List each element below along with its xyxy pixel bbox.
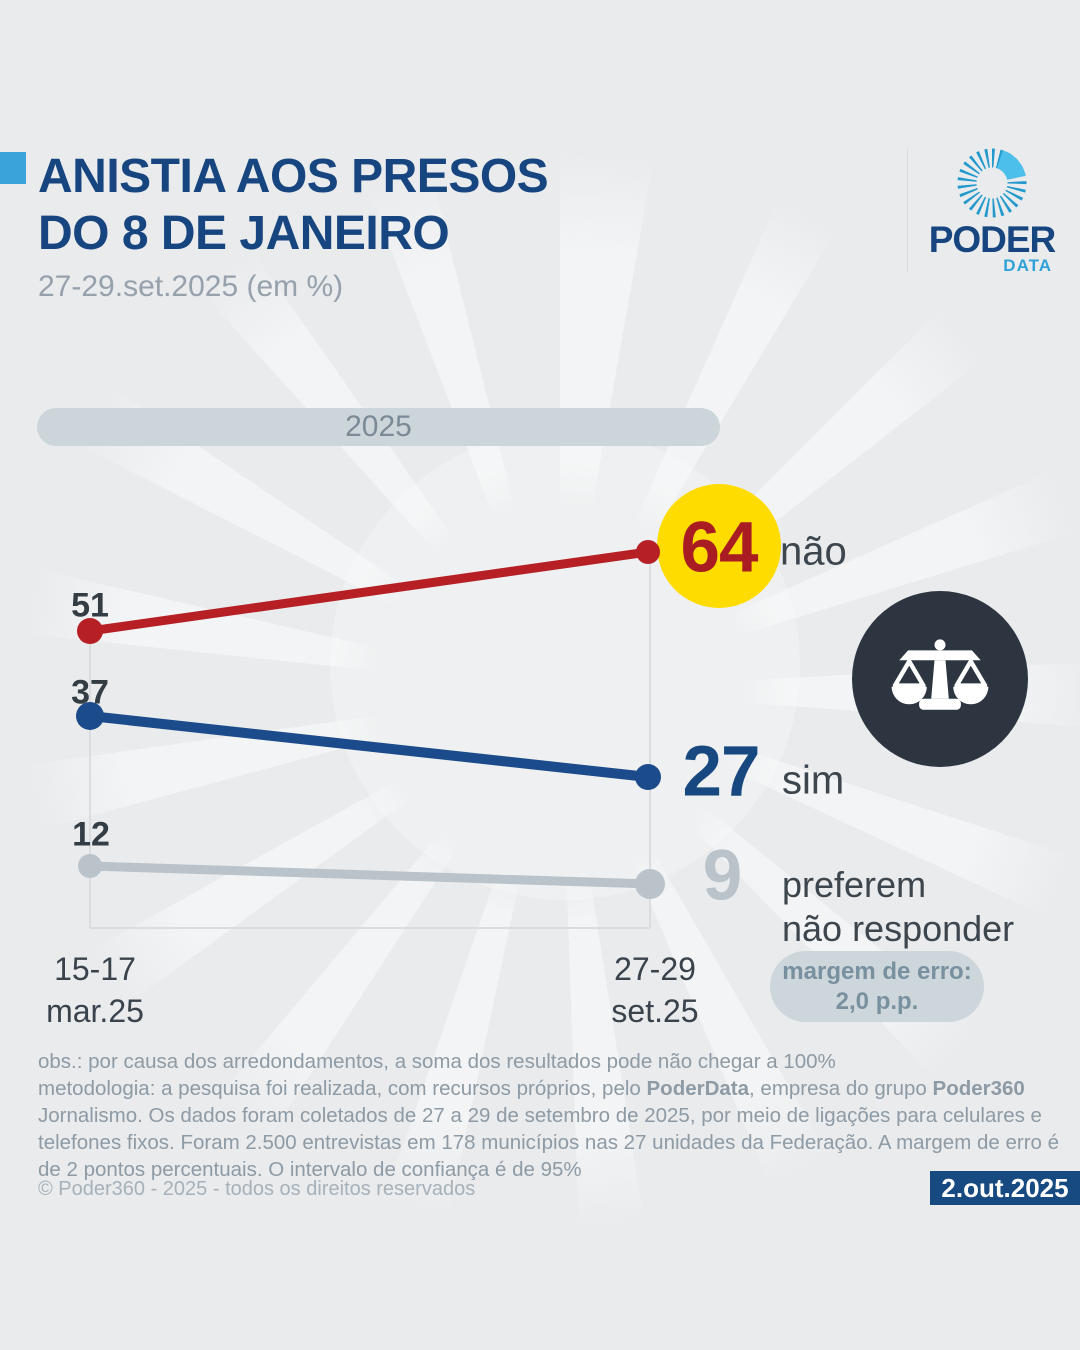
x-tick-mar25-month: mar.25 xyxy=(46,993,144,1029)
note-line-2-pre: metodologia: a pesquisa foi realizada, c… xyxy=(38,1077,647,1100)
margin-of-error-value: 2,0 p.p. xyxy=(835,987,919,1015)
value-label-nao-end: 64 xyxy=(680,508,759,588)
period-banner: 2025 xyxy=(37,408,720,446)
sim-point-end xyxy=(635,764,661,790)
nao-line xyxy=(85,547,653,636)
value-label-nao-start: 51 xyxy=(71,586,109,625)
note-poder360-bold: Poder360 xyxy=(932,1077,1025,1100)
logo-sub-text: DATA xyxy=(1003,256,1052,275)
logo-brand-text: PODER xyxy=(928,219,1057,260)
poderdata-logo: PODER DATA xyxy=(918,140,1066,274)
series-label-pnr-line2: não responder xyxy=(782,908,1015,949)
margin-of-error-pill: margem de erro: 2,0 p.p. xyxy=(770,951,984,1022)
series-label-pnr: preferem não responder xyxy=(782,863,1014,951)
page-subtitle: 27-29.set.2025 (em %) xyxy=(38,270,344,303)
x-tick-mar25: 15-17 mar.25 xyxy=(0,948,195,1032)
scales-icon xyxy=(891,639,989,710)
pnr-point-end xyxy=(635,869,665,899)
value-label-pnr-end: 9 xyxy=(702,836,742,916)
copyright-text: © Poder360 - 2025 - todos os direitos re… xyxy=(38,1178,476,1200)
note-line-5: de 2 pontos percentuais. O intervalo de … xyxy=(38,1158,582,1181)
sunburst-logo-icon xyxy=(957,148,1027,218)
value-label-pnr-start: 12 xyxy=(72,815,110,854)
publication-date-badge: 2.out.2025 xyxy=(930,1171,1080,1205)
value-label-sim-end: 27 xyxy=(682,732,761,812)
series-label-sim: sim xyxy=(782,758,845,803)
series-label-pnr-line1: preferem xyxy=(782,864,927,905)
x-tick-set25: 27-29 set.25 xyxy=(555,948,755,1032)
accent-square xyxy=(0,152,26,184)
x-tick-mar25-dates: 15-17 xyxy=(54,951,136,987)
value-label-sim-start: 37 xyxy=(71,673,109,712)
margin-of-error-label: margem de erro: xyxy=(782,957,972,985)
logo-divider xyxy=(907,148,908,272)
x-tick-set25-dates: 27-29 xyxy=(614,951,696,987)
pnr-line xyxy=(85,861,655,889)
note-line-2-mid: , empresa do grupo xyxy=(749,1077,933,1100)
page-title: ANISTIA AOS PRESOS DO 8 DE JANEIRO xyxy=(38,148,549,262)
justice-scales-badge xyxy=(852,591,1028,767)
methodology-note: obs.: por causa dos arredondamentos, a s… xyxy=(38,1048,1059,1183)
note-line-1: obs.: por causa dos arredondamentos, a s… xyxy=(38,1050,836,1073)
x-tick-set25-month: set.25 xyxy=(611,993,699,1029)
note-line-4: telefones fixos. Foram 2.500 entrevistas… xyxy=(38,1131,1060,1154)
note-line-2: metodologia: a pesquisa foi realizada, c… xyxy=(38,1075,1059,1102)
series-label-nao: não xyxy=(780,529,847,574)
note-line-3: Jornalismo. Os dados foram coletados de … xyxy=(38,1104,1042,1127)
title-line-1: ANISTIA AOS PRESOS xyxy=(38,150,549,203)
note-poderdata-bold: PoderData xyxy=(646,1077,750,1100)
pnr-point-start xyxy=(78,854,102,878)
nao-point-start xyxy=(77,618,103,644)
sim-line xyxy=(85,711,653,782)
highlight-circle xyxy=(657,484,781,608)
nao-point-end xyxy=(636,540,660,564)
sim-point-start xyxy=(76,702,104,730)
title-line-2: DO 8 DE JANEIRO xyxy=(38,207,450,260)
